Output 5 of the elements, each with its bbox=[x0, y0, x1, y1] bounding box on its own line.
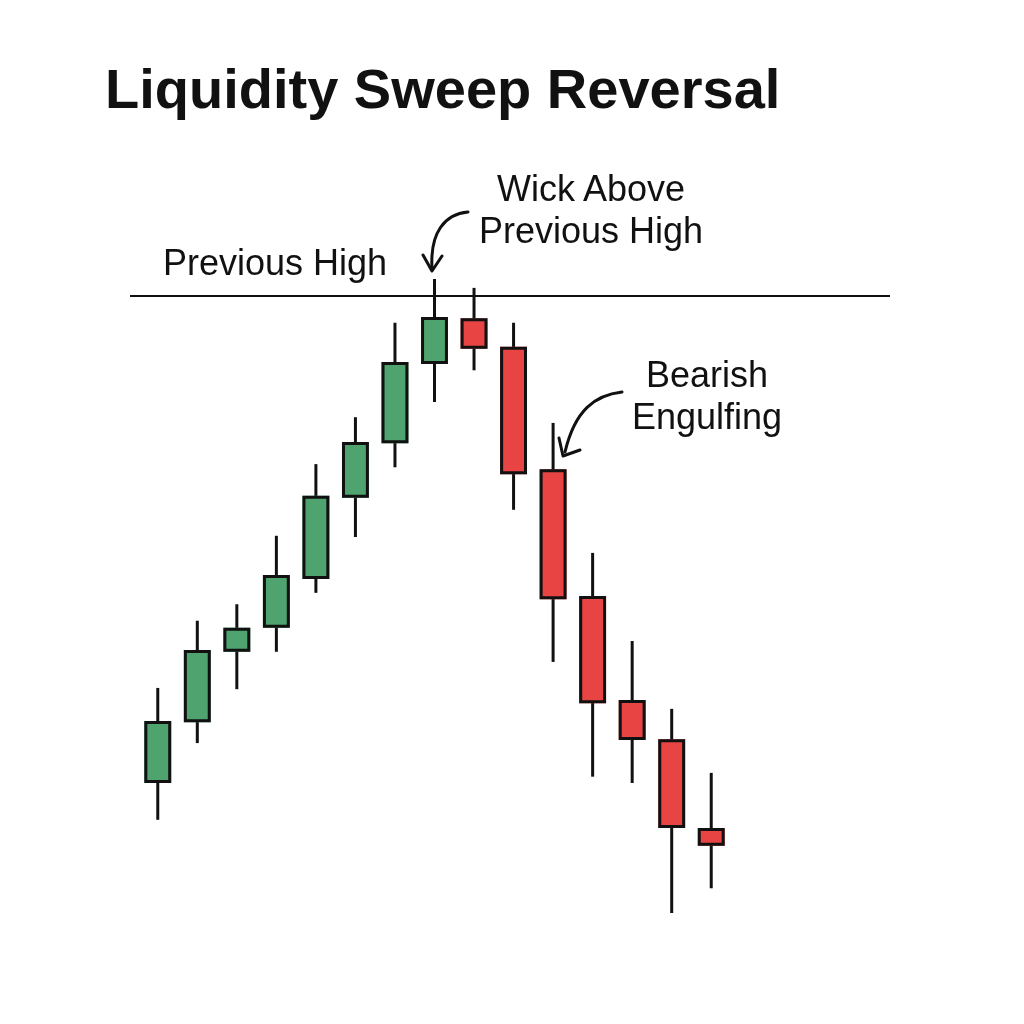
legend-label: Previous High bbox=[163, 242, 388, 284]
text: Wick Above Previous High bbox=[477, 168, 705, 252]
annotation: Bearish Engulfing bbox=[630, 354, 784, 438]
chart-title: Liquidity Sweep Reversal bbox=[105, 57, 781, 120]
candlestick bbox=[697, 771, 725, 889]
